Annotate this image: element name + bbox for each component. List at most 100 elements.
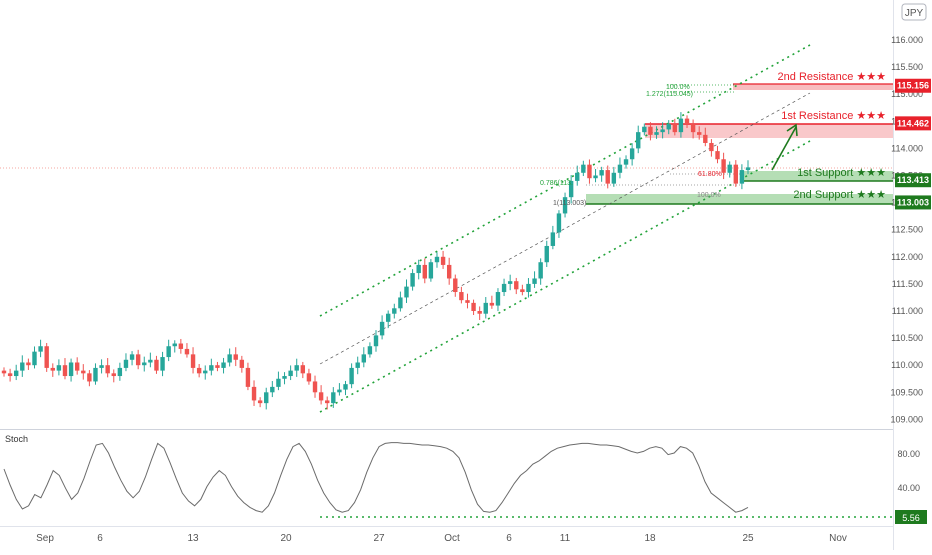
candle-body — [446, 264, 452, 279]
candle-body — [288, 370, 293, 377]
candle-body — [727, 164, 732, 173]
candle-body — [87, 373, 92, 382]
candle-body — [282, 376, 287, 379]
price-badge-label: 115.156 — [897, 81, 929, 91]
candles-layer — [1, 112, 751, 410]
candle-body — [50, 367, 55, 371]
candle-body — [221, 362, 226, 368]
candle-body — [611, 172, 617, 184]
price-badge — [895, 195, 931, 210]
s2-zone — [586, 194, 893, 204]
candle-body — [703, 134, 708, 143]
candle-body — [74, 362, 80, 371]
price-tick: 111.500 — [892, 279, 923, 289]
price-tick: 112.000 — [891, 252, 923, 262]
candle-body — [532, 278, 537, 284]
stoch-value-badge — [895, 510, 927, 524]
stoch-layer — [3, 442, 749, 513]
date-label: 20 — [280, 533, 292, 544]
price-tick: 109.500 — [890, 387, 923, 397]
candle-body — [556, 213, 562, 233]
candle-body — [623, 159, 629, 165]
candle-body — [636, 132, 641, 149]
candle-body — [568, 180, 574, 198]
candle-body — [599, 170, 604, 176]
candle-body — [257, 400, 263, 404]
candle-body — [507, 281, 513, 284]
stoch-tick-40: 40.00 — [897, 483, 920, 493]
candle-body — [379, 321, 385, 336]
fib-1272-label: 1.272(115.045) — [646, 91, 693, 98]
candle-body — [325, 400, 330, 404]
candle-body — [300, 365, 306, 374]
candle-body — [581, 164, 586, 173]
price-tick: 114.000 — [891, 143, 923, 153]
candle-body — [666, 124, 671, 130]
fib-1-label: 1(113.003) — [553, 200, 586, 207]
s2-label: 2nd Support ★★★ — [793, 189, 886, 201]
price-badge-label: 113.413 — [897, 175, 929, 185]
candle-body — [306, 373, 312, 382]
candle-body — [105, 365, 110, 374]
candle-body — [294, 365, 299, 371]
candle-body — [575, 172, 580, 181]
s1-label: 1st Support ★★★ — [797, 167, 886, 179]
candle-body — [593, 175, 598, 179]
candle-body — [483, 302, 488, 314]
r2-zone — [733, 84, 893, 90]
candle-body — [233, 354, 238, 360]
candle-body — [550, 232, 556, 246]
candle-body — [440, 256, 446, 265]
candle-body — [367, 346, 373, 355]
price-tick: 111.000 — [892, 306, 923, 316]
candle-body — [26, 362, 31, 366]
candle-body — [648, 126, 653, 135]
fibonacci-lines — [586, 84, 741, 186]
price-badge-label: 113.003 — [897, 197, 929, 207]
candle-body — [672, 124, 678, 133]
candle-body — [148, 359, 153, 363]
date-label: Oct — [444, 533, 460, 544]
candle-body — [526, 283, 531, 293]
date-label: Nov — [829, 533, 847, 544]
candle-body — [1, 370, 7, 374]
candle-body — [410, 273, 415, 287]
candle-body — [196, 367, 202, 374]
candle-body — [184, 348, 190, 355]
candle-body — [434, 256, 440, 263]
candle-body — [562, 197, 568, 214]
candle-body — [142, 362, 147, 366]
candle-body — [489, 302, 495, 306]
date-label: 18 — [644, 533, 656, 544]
candle-body — [117, 367, 123, 377]
date-label: 25 — [742, 533, 754, 544]
candle-body — [465, 300, 470, 303]
candle-body — [715, 151, 720, 160]
date-label: 6 — [97, 533, 103, 544]
candle-body — [154, 359, 159, 371]
candle-body — [56, 365, 62, 371]
candle-body — [178, 343, 184, 349]
candle-body — [349, 367, 354, 385]
candle-body — [477, 311, 482, 314]
date-label: 11 — [560, 533, 571, 544]
candle-body — [654, 132, 659, 135]
candle-body — [172, 343, 177, 347]
candle-body — [160, 357, 165, 371]
candle-body — [684, 118, 690, 125]
price-tick: 110.000 — [891, 360, 923, 370]
candle-body — [99, 365, 104, 368]
candle-body — [129, 354, 135, 360]
candle-body — [501, 283, 507, 293]
candle-body — [520, 289, 525, 293]
date-label: Sep — [36, 533, 54, 544]
candle-body — [38, 346, 43, 352]
candle-body — [312, 381, 318, 393]
candle-body — [739, 170, 745, 184]
price-tick: 110.500 — [891, 333, 923, 343]
candle-body — [514, 281, 519, 290]
candle-body — [318, 392, 324, 401]
candle-body — [251, 386, 257, 401]
